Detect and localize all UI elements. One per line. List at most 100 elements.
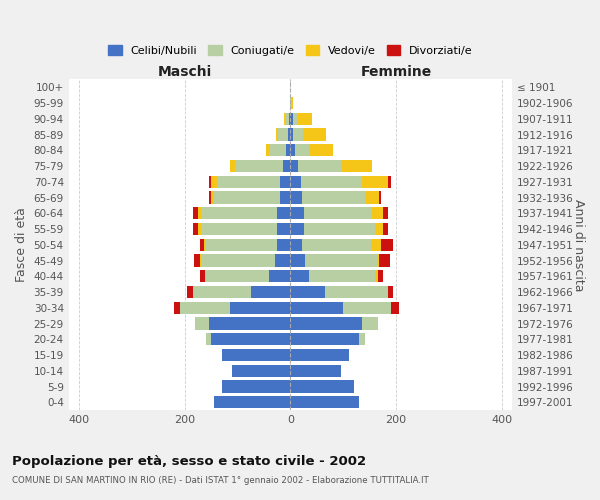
Bar [304, 223, 375, 235]
Bar [290, 254, 305, 266]
Bar [290, 286, 325, 298]
Bar [290, 364, 341, 377]
Bar [196, 318, 209, 330]
Bar [209, 318, 290, 330]
Bar [290, 333, 359, 345]
Bar [222, 349, 290, 361]
Legend: Celibi/Nubili, Coniugati/e, Vedovi/e, Divorziati/e: Celibi/Nubili, Coniugati/e, Vedovi/e, Di… [105, 42, 476, 60]
Bar [292, 97, 293, 110]
Bar [205, 238, 206, 251]
Y-axis label: Fasce di età: Fasce di età [15, 208, 28, 282]
Bar [290, 176, 301, 188]
Bar [193, 286, 251, 298]
Bar [222, 380, 290, 392]
Bar [302, 238, 371, 251]
Bar [289, 112, 290, 125]
Bar [206, 270, 269, 282]
Bar [275, 128, 278, 140]
Bar [200, 238, 205, 251]
Bar [235, 160, 283, 172]
Bar [388, 286, 394, 298]
Bar [362, 176, 388, 188]
Bar [309, 270, 375, 282]
Bar [232, 364, 290, 377]
Bar [193, 207, 198, 220]
Text: Popolazione per età, sesso e stato civile - 2002: Popolazione per età, sesso e stato civil… [12, 455, 366, 468]
Bar [295, 144, 310, 156]
Bar [290, 396, 359, 408]
Bar [200, 254, 275, 266]
Bar [280, 192, 290, 203]
Bar [382, 238, 393, 251]
Bar [290, 270, 309, 282]
Bar [388, 176, 391, 188]
Bar [310, 144, 333, 156]
Text: COMUNE DI SAN MARTINO IN RIO (RE) - Dati ISTAT 1° gennaio 2002 - Elaborazione TU: COMUNE DI SAN MARTINO IN RIO (RE) - Dati… [12, 476, 429, 485]
Bar [383, 207, 388, 220]
Bar [290, 349, 349, 361]
Bar [280, 176, 290, 188]
Bar [359, 333, 365, 345]
Bar [379, 254, 390, 266]
Bar [375, 223, 383, 235]
Bar [290, 144, 295, 156]
Bar [266, 144, 271, 156]
Bar [211, 176, 217, 188]
Bar [365, 192, 379, 203]
Bar [290, 207, 304, 220]
Bar [290, 128, 293, 140]
Bar [179, 302, 230, 314]
Bar [211, 192, 214, 203]
Bar [269, 270, 290, 282]
Text: Maschi: Maschi [158, 64, 212, 78]
Bar [304, 207, 373, 220]
Bar [277, 238, 290, 251]
Bar [277, 223, 290, 235]
Bar [174, 302, 179, 314]
Bar [211, 333, 290, 345]
Bar [277, 207, 290, 220]
Bar [290, 223, 304, 235]
Text: Femmine: Femmine [361, 64, 432, 78]
Bar [286, 144, 290, 156]
Bar [375, 270, 377, 282]
Bar [377, 270, 383, 282]
Bar [283, 160, 290, 172]
Bar [362, 318, 377, 330]
Bar [293, 128, 302, 140]
Bar [379, 192, 382, 203]
Y-axis label: Anni di nascita: Anni di nascita [572, 198, 585, 291]
Bar [290, 112, 293, 125]
Bar [290, 192, 302, 203]
Bar [290, 97, 292, 110]
Bar [271, 144, 286, 156]
Bar [206, 238, 277, 251]
Bar [217, 176, 280, 188]
Bar [284, 112, 289, 125]
Bar [343, 302, 391, 314]
Bar [383, 223, 388, 235]
Bar [214, 192, 280, 203]
Bar [198, 223, 200, 235]
Bar [288, 128, 290, 140]
Bar [278, 128, 288, 140]
Bar [251, 286, 290, 298]
Bar [325, 286, 388, 298]
Bar [200, 207, 277, 220]
Bar [290, 302, 343, 314]
Bar [187, 286, 193, 298]
Bar [198, 207, 200, 220]
Bar [206, 333, 211, 345]
Bar [200, 223, 277, 235]
Bar [200, 270, 205, 282]
Bar [290, 380, 354, 392]
Bar [193, 223, 198, 235]
Bar [302, 192, 365, 203]
Bar [290, 318, 362, 330]
Bar [293, 112, 298, 125]
Bar [230, 160, 235, 172]
Bar [302, 128, 326, 140]
Bar [298, 160, 341, 172]
Bar [298, 112, 311, 125]
Bar [305, 254, 377, 266]
